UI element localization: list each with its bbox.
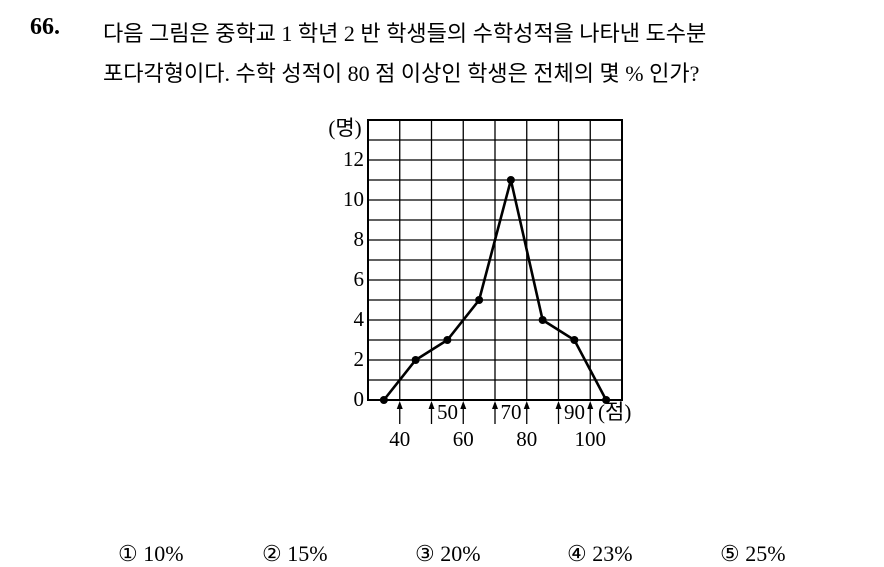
- arrow-head: [396, 401, 403, 409]
- data-point: [379, 396, 388, 404]
- x-tick-label: 50: [437, 400, 458, 424]
- data-point: [411, 356, 420, 364]
- x-tick-label: 80: [516, 427, 537, 451]
- arrow-head: [428, 401, 435, 409]
- data-point: [506, 176, 515, 184]
- arrow-head: [587, 401, 594, 409]
- x-axis-label: (점): [598, 400, 631, 424]
- y-tick-label: 6: [354, 267, 365, 291]
- y-axis-label: (명): [328, 116, 361, 140]
- data-line: [382, 179, 608, 401]
- data-point: [570, 336, 579, 344]
- data-point: [602, 396, 611, 404]
- choice[interactable]: ⑤ 25%: [720, 541, 786, 566]
- arrow-head: [555, 401, 562, 409]
- y-tick-label: 8: [354, 227, 365, 251]
- arrow-head: [460, 401, 467, 409]
- plot-frame: [367, 119, 623, 401]
- x-tick-label: 40: [389, 427, 410, 451]
- x-tick-label: 60: [453, 427, 474, 451]
- y-tick-label: 4: [354, 307, 365, 331]
- x-tick-label: 70: [501, 400, 522, 424]
- data-point: [475, 296, 484, 304]
- question-text: 포다각형이다. 수학 성적이 80 점 이상인 학생은 전체의 몇 % 인가?: [103, 61, 700, 86]
- data-point: [443, 336, 452, 344]
- choice[interactable]: ③ 20%: [415, 541, 481, 566]
- question-text: 다음 그림은 중학교 1 학년 2 반 학생들의 수학성적을 나타낸 도수분: [103, 21, 707, 46]
- x-tick-label: 100: [575, 427, 607, 451]
- y-tick-label: 2: [354, 347, 365, 371]
- choice[interactable]: ① 10%: [118, 541, 184, 566]
- choice[interactable]: ④ 23%: [567, 541, 633, 566]
- question-number: 66.: [30, 14, 60, 40]
- y-tick-label: 12: [343, 147, 364, 171]
- y-tick-label: 10: [343, 187, 364, 211]
- choice[interactable]: ② 15%: [262, 541, 328, 566]
- arrow-head: [492, 401, 498, 409]
- x-tick-label: 90: [564, 400, 585, 424]
- data-point: [538, 316, 547, 324]
- arrow-head: [523, 401, 530, 409]
- y-tick-label: 0: [354, 387, 365, 411]
